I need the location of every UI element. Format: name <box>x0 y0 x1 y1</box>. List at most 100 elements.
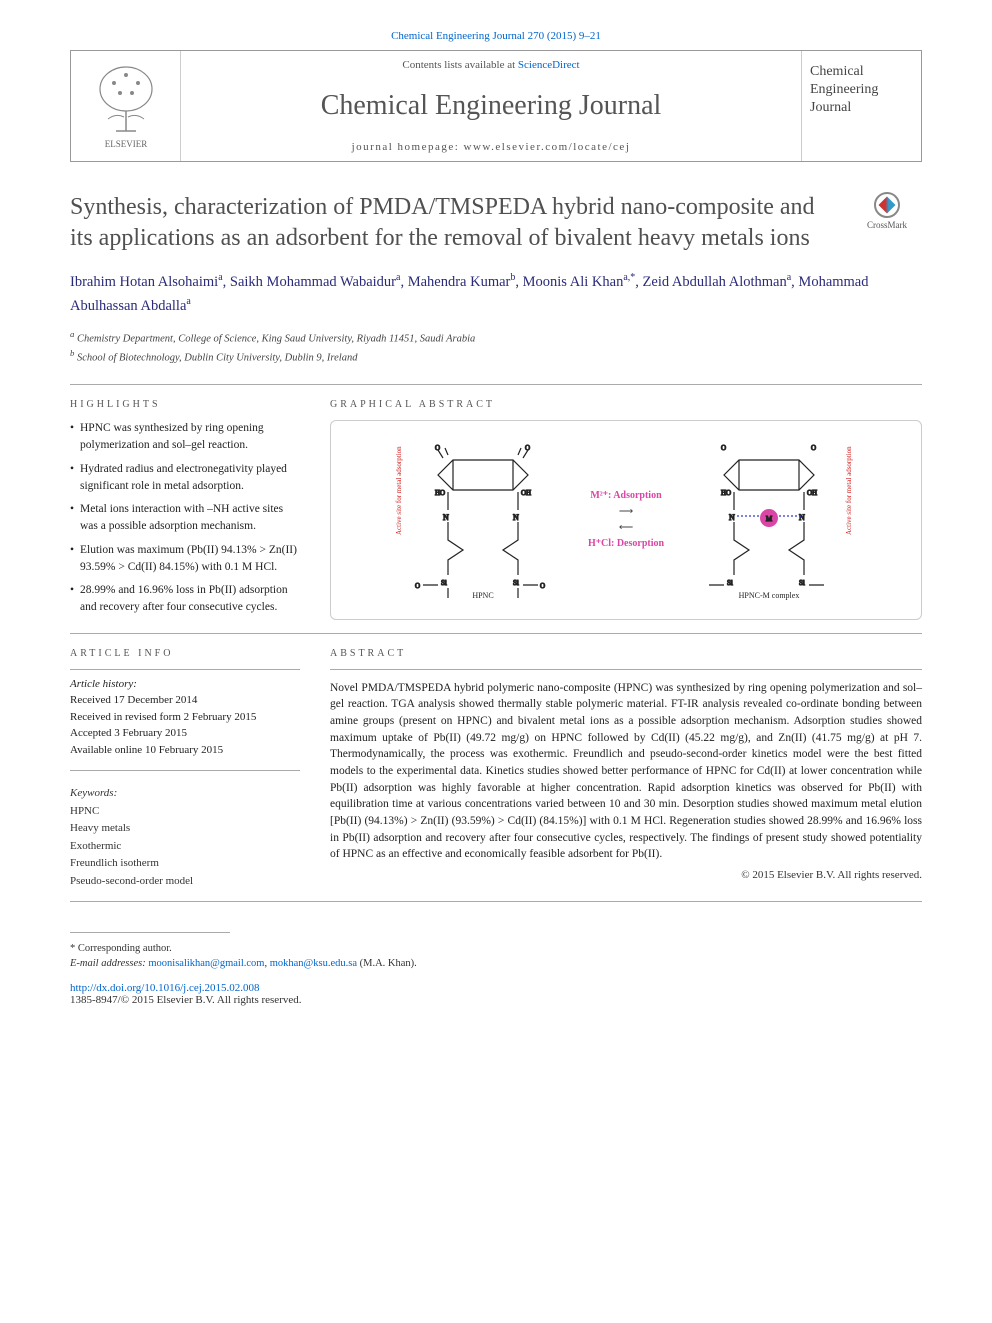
highlight-item: 28.99% and 16.96% loss in Pb(II) adsorpt… <box>70 582 300 617</box>
keyword-item: Heavy metals <box>70 820 300 838</box>
keyword-item: Pseudo-second-order model <box>70 873 300 891</box>
citation-bar: Chemical Engineering Journal 270 (2015) … <box>70 30 922 42</box>
doi-link[interactable]: http://dx.doi.org/10.1016/j.cej.2015.02.… <box>70 982 260 994</box>
highlight-item: Metal ions interaction with –NH active s… <box>70 501 300 536</box>
abstract-label: ABSTRACT <box>330 648 922 659</box>
journal-header: ELSEVIER Contents lists available at Sci… <box>70 50 922 162</box>
svg-text:O: O <box>811 444 816 452</box>
hpnc-caption-left: HPNC <box>472 591 493 600</box>
forward-arrow-icon: ⟶ <box>588 504 664 520</box>
author-affiliation-mark: a,* <box>623 272 635 283</box>
svg-text:OH: OH <box>807 489 817 497</box>
article-history: Article history: Received 17 December 20… <box>70 676 300 759</box>
author-name: Saikh Mohammad Wabaidur <box>230 274 396 290</box>
footnotes: * Corresponding author. E-mail addresses… <box>70 941 922 973</box>
hpnc-m-caption-right: HPNC-M complex <box>739 591 800 600</box>
info-abstract-row: ARTICLE INFO Article history: Received 1… <box>70 648 922 891</box>
svg-text:Si: Si <box>441 579 447 587</box>
sciencedirect-link[interactable]: ScienceDirect <box>518 59 580 71</box>
journal-header-center: Contents lists available at ScienceDirec… <box>181 51 801 161</box>
divider <box>70 633 922 634</box>
email-link-1[interactable]: moonisalikhan@gmail.com <box>148 958 264 969</box>
divider <box>70 384 922 385</box>
svg-text:N: N <box>513 513 519 522</box>
email-label: E-mail addresses: <box>70 958 148 969</box>
svg-text:Si: Si <box>727 579 733 587</box>
journal-name: Chemical Engineering Journal <box>191 90 791 122</box>
history-label: Article history: <box>70 676 300 693</box>
highlight-item: Hydrated radius and electronegativity pl… <box>70 461 300 496</box>
highlights-ga-row: HIGHLIGHTS HPNC was synthesized by ring … <box>70 399 922 623</box>
crossmark-badge[interactable]: CrossMark <box>852 192 922 230</box>
email-suffix: (M.A. Khan). <box>357 958 417 969</box>
author-affiliation-mark: a <box>186 296 190 307</box>
reverse-arrow-icon: ⟵ <box>588 520 664 536</box>
svg-text:ELSEVIER: ELSEVIER <box>104 139 147 149</box>
abstract-text: Novel PMDA/TMSPEDA hybrid polymeric nano… <box>330 680 922 863</box>
svg-text:HO: HO <box>435 489 445 497</box>
affiliation-line: b School of Biotechnology, Dublin City U… <box>70 347 922 366</box>
keywords-block: Keywords: HPNCHeavy metalsExothermicFreu… <box>70 785 300 891</box>
divider <box>70 669 300 670</box>
author-affiliation-mark: a <box>396 272 400 283</box>
svg-text:M: M <box>766 515 773 523</box>
hpnc-structure-left: O O HO OH N N Si Si O O Active s <box>393 440 573 600</box>
revised-date: Received in revised form 2 February 2015 <box>70 709 300 726</box>
svg-text:N: N <box>729 513 735 522</box>
svg-text:OH: OH <box>521 489 531 497</box>
active-site-label-right: Active site for metal adsorption <box>845 446 853 535</box>
svg-text:HO: HO <box>721 489 731 497</box>
svg-text:O: O <box>525 444 530 452</box>
journal-homepage-line: journal homepage: www.elsevier.com/locat… <box>191 141 791 153</box>
author-list: Ibrahim Hotan Alsohaimia, Saikh Mohammad… <box>70 270 922 317</box>
reaction-arrows: M²⁺: Adsorption ⟶ ⟵ H⁺Cl: Desorption <box>588 488 664 552</box>
author-name: Moonis Ali Khan <box>523 274 624 290</box>
footnote-rule <box>70 932 230 933</box>
article-title: Synthesis, characterization of PMDA/TMSP… <box>70 192 832 254</box>
online-date: Available online 10 February 2015 <box>70 742 300 759</box>
keyword-item: HPNC <box>70 803 300 821</box>
highlights-list: HPNC was synthesized by ring opening pol… <box>70 420 300 617</box>
divider <box>330 669 922 670</box>
adsorption-arrow-label: M²⁺: Adsorption <box>588 488 664 504</box>
elsevier-tree-logo: ELSEVIER <box>86 61 166 151</box>
author-affiliation-mark: a <box>218 272 222 283</box>
homepage-prefix: journal homepage: <box>352 141 464 153</box>
crossmark-icon <box>874 192 900 218</box>
issn-line: 1385-8947/© 2015 Elsevier B.V. All right… <box>70 994 922 1006</box>
svg-text:O: O <box>721 444 726 452</box>
contents-available-line: Contents lists available at ScienceDirec… <box>191 59 791 71</box>
homepage-url: www.elsevier.com/locate/cej <box>464 141 631 153</box>
highlight-item: HPNC was synthesized by ring opening pol… <box>70 420 300 455</box>
author-name: Zeid Abdullah Alothman <box>643 274 787 290</box>
graphical-abstract-label: GRAPHICAL ABSTRACT <box>330 399 922 410</box>
keyword-item: Freundlich isotherm <box>70 855 300 873</box>
journal-cover-cell: Chemical Engineering Journal <box>801 51 921 161</box>
abstract-copyright: © 2015 Elsevier B.V. All rights reserved… <box>330 869 922 881</box>
svg-text:O: O <box>435 444 440 452</box>
author-affiliation-mark: a <box>787 272 791 283</box>
email-line: E-mail addresses: moonisalikhan@gmail.co… <box>70 956 922 972</box>
affiliation-line: a Chemistry Department, College of Scien… <box>70 328 922 347</box>
highlights-label: HIGHLIGHTS <box>70 399 300 410</box>
author-affiliation-mark: b <box>510 272 515 283</box>
hpnc-m-complex-right: O O HO OH N N M Si Si <box>679 440 859 600</box>
svg-text:N: N <box>443 513 449 522</box>
graphical-abstract-figure: O O HO OH N N Si Si O O Active s <box>330 420 922 620</box>
email-link-2[interactable]: mokhan@ksu.edu.sa <box>270 958 357 969</box>
received-date: Received 17 December 2014 <box>70 692 300 709</box>
svg-text:O: O <box>540 582 545 590</box>
divider <box>70 901 922 902</box>
article-info-label: ARTICLE INFO <box>70 648 300 659</box>
affiliations: a Chemistry Department, College of Scien… <box>70 328 922 367</box>
author-name: Mahendra Kumar <box>408 274 511 290</box>
divider <box>70 770 300 771</box>
keyword-item: Exothermic <box>70 838 300 856</box>
svg-text:Si: Si <box>513 579 519 587</box>
doi-line: http://dx.doi.org/10.1016/j.cej.2015.02.… <box>70 982 922 994</box>
accepted-date: Accepted 3 February 2015 <box>70 725 300 742</box>
keywords-label: Keywords: <box>70 785 300 803</box>
svg-text:Si: Si <box>799 579 805 587</box>
svg-text:N: N <box>799 513 805 522</box>
corresponding-author-note: * Corresponding author. <box>70 941 922 957</box>
